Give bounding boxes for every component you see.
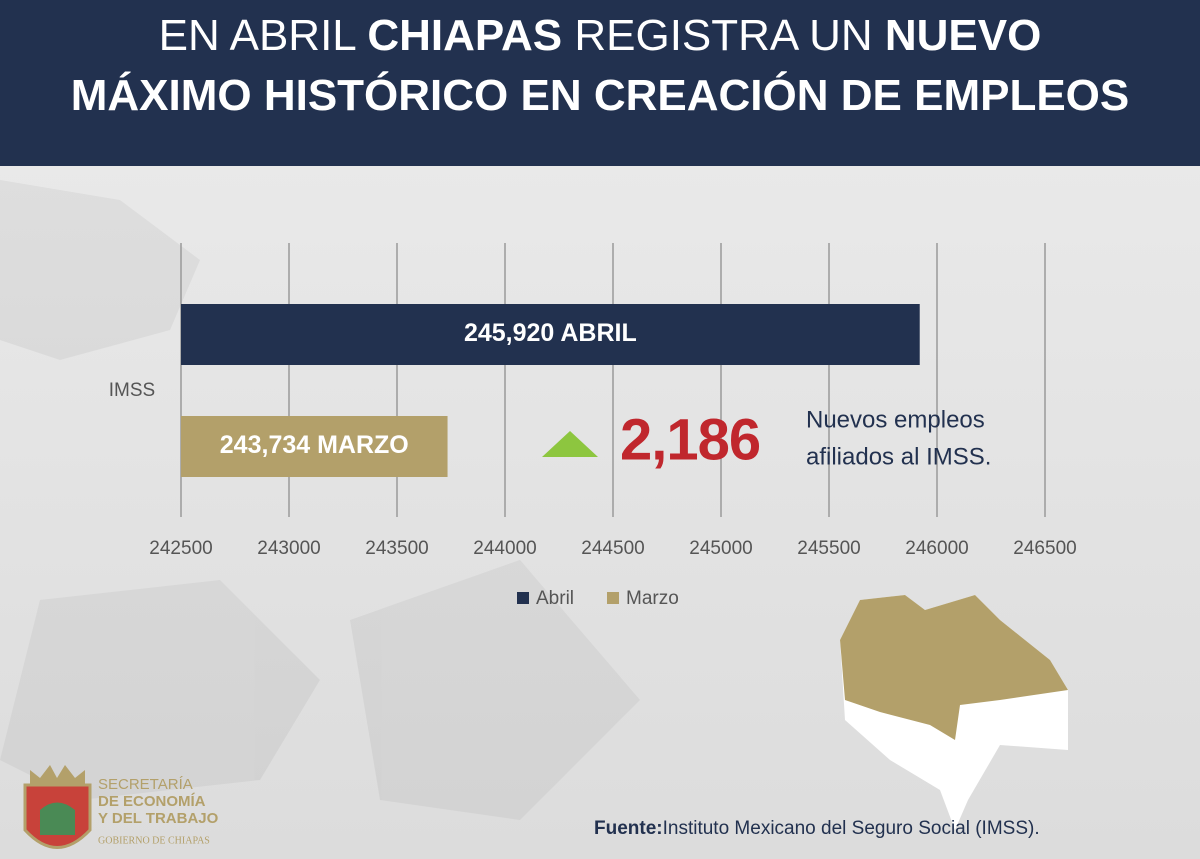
map-chiapas <box>840 595 1068 740</box>
value-label: 245,920 ABRIL <box>464 319 637 347</box>
annotation-text: afiliados al IMSS. <box>806 443 991 470</box>
y-tick-label: IMSS <box>109 380 155 401</box>
title-line: EN ABRIL CHIAPAS REGISTRA UN NUEVO <box>159 11 1042 60</box>
x-tick-label: 243500 <box>365 538 428 559</box>
title-segment: EN ABRIL <box>159 11 368 60</box>
annotation-text: Nuevos empleos <box>806 406 985 433</box>
title-segment: MÁXIMO HISTÓRICO EN CREACIÓN DE EMPLEOS <box>71 70 1130 120</box>
bar <box>181 416 448 477</box>
source-text: Instituto Mexicano del Seguro Social (IM… <box>663 818 1040 839</box>
logo-footer: GOBIERNO DE CHIAPAS <box>98 835 210 846</box>
x-tick-label: 245000 <box>689 538 752 559</box>
up-arrow <box>542 431 598 457</box>
legend-swatch <box>607 592 619 604</box>
x-tick-label: 243000 <box>257 538 320 559</box>
x-tick-label: 242500 <box>149 538 212 559</box>
x-tick-label: 244500 <box>581 538 644 559</box>
x-tick-label: 244000 <box>473 538 536 559</box>
x-tick-label: 246500 <box>1013 538 1076 559</box>
logo-text: SECRETARÍA <box>98 776 193 793</box>
logo-text: DE ECONOMÍA <box>98 793 206 810</box>
bar <box>181 304 920 365</box>
legend-swatch <box>517 592 529 604</box>
legend-label: Marzo <box>626 588 679 609</box>
value-label: 243,734 MARZO <box>220 431 409 459</box>
watermark <box>0 180 640 820</box>
annotation-value: 2,186 <box>620 407 760 472</box>
title-line: MÁXIMO HISTÓRICO EN CREACIÓN DE EMPLEOS <box>71 70 1130 120</box>
source-label: Fuente: <box>594 818 663 839</box>
title-segment: REGISTRA UN <box>562 11 885 60</box>
title-segment: NUEVO <box>885 11 1041 60</box>
legend-label: Abril <box>536 588 574 609</box>
logo-text: Y DEL TRABAJO <box>98 810 219 827</box>
logo <box>23 765 92 849</box>
header <box>0 0 1200 166</box>
x-tick-label: 246000 <box>905 538 968 559</box>
source: Fuente:Instituto Mexicano del Seguro Soc… <box>594 818 1040 839</box>
title-segment: CHIAPAS <box>367 11 562 60</box>
x-tick-label: 245500 <box>797 538 860 559</box>
